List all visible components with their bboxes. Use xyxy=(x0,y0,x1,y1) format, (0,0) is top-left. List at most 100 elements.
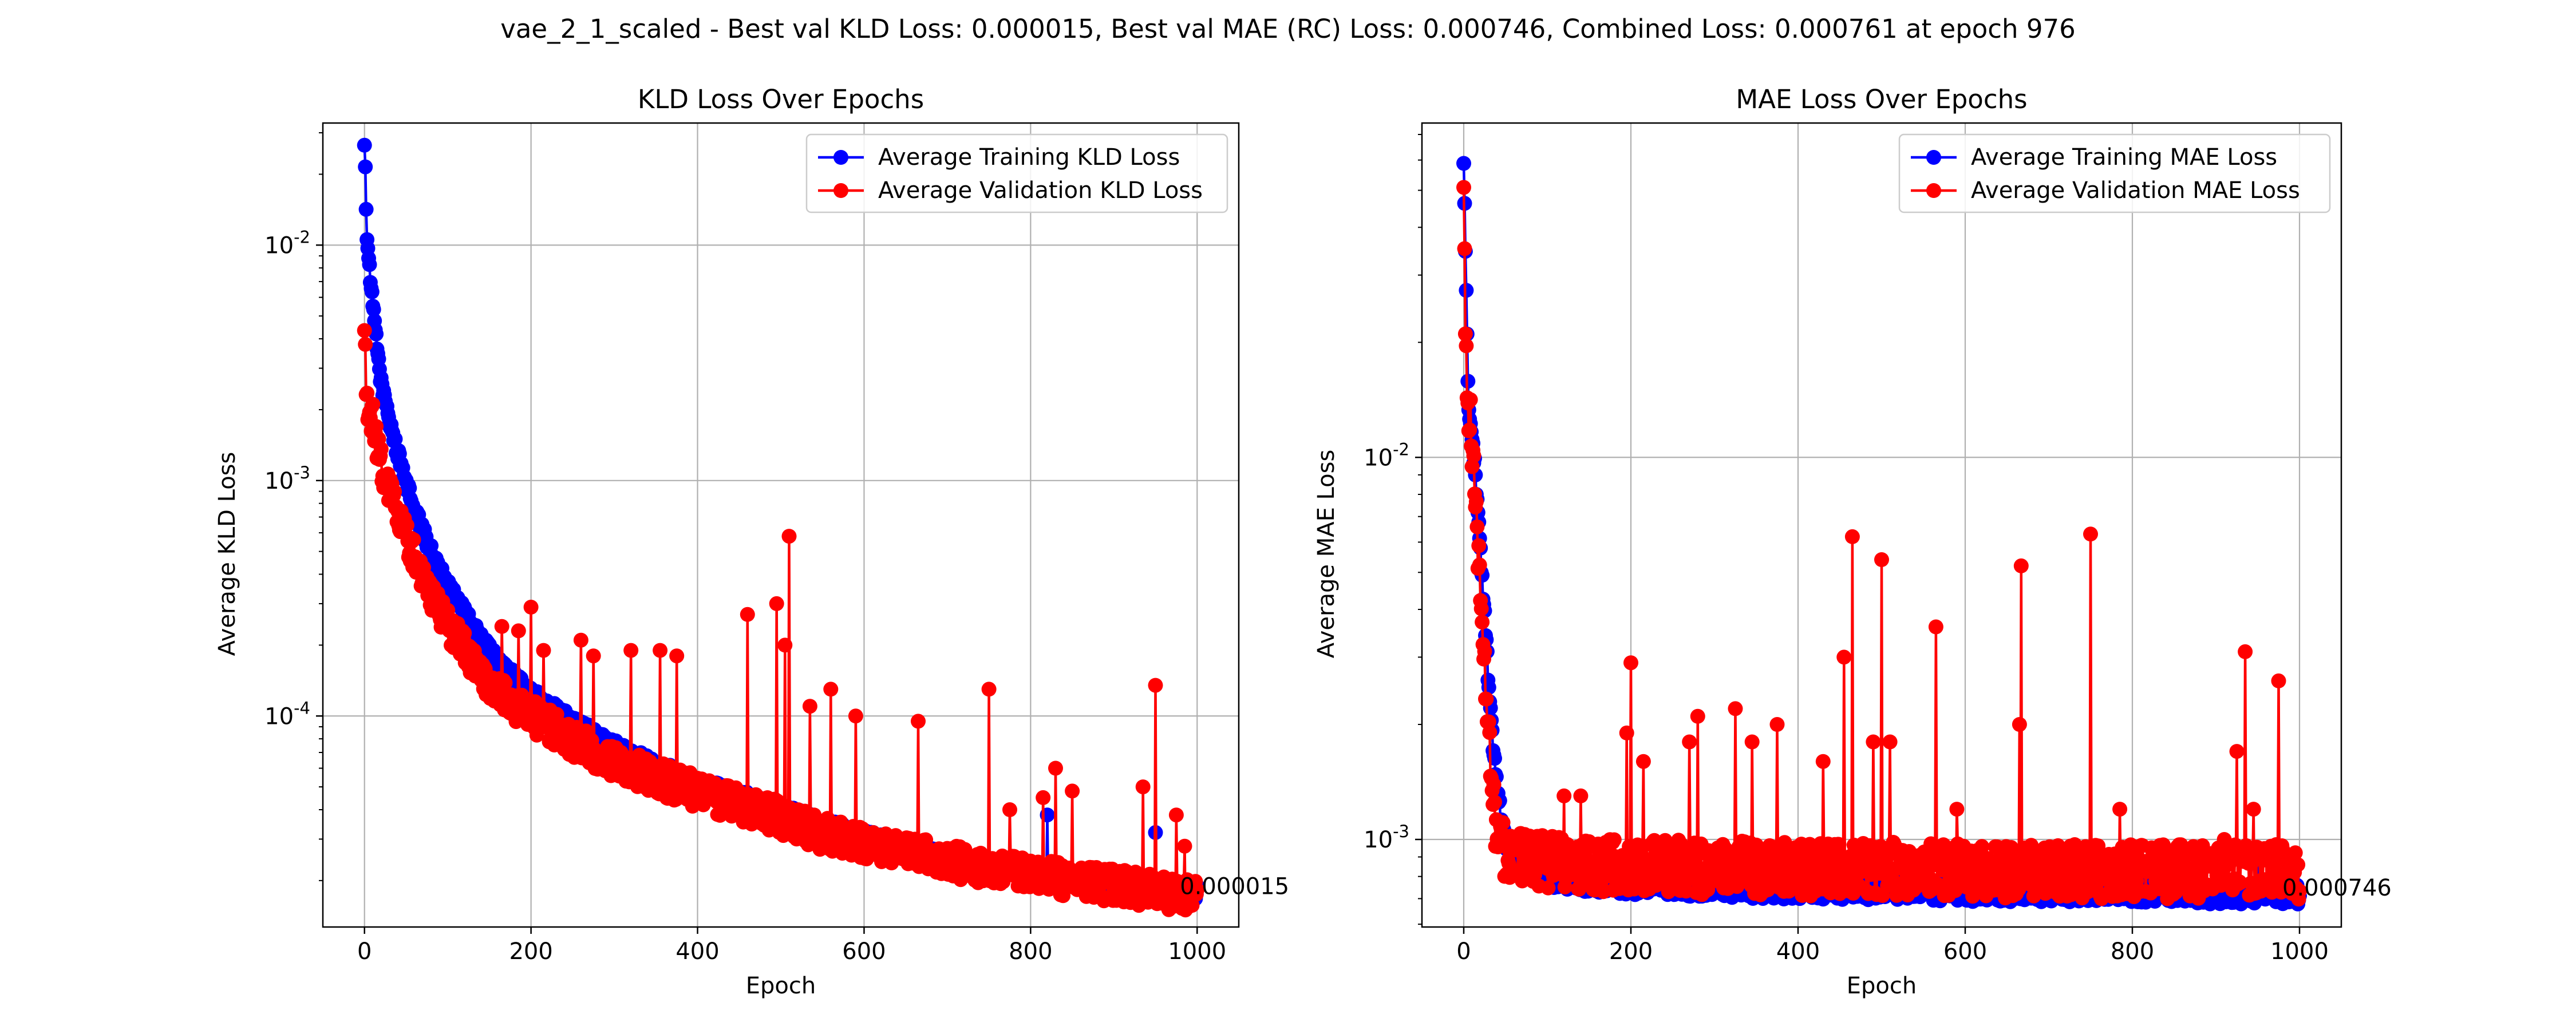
mae-chart-xlabel: Epoch xyxy=(1847,973,1917,999)
mae-legend-frame xyxy=(1898,133,2331,213)
kld-validation-series-point-815 xyxy=(1036,790,1051,805)
mae-axes-frame xyxy=(1421,122,2342,928)
mae-validation-series-point-998 xyxy=(2290,857,2306,873)
kld-legend-frame xyxy=(805,133,1228,213)
kld-training-series-point-2 xyxy=(358,201,374,217)
mae-xtick-label-3: 600 xyxy=(1943,938,1987,965)
mae-xtick-label-5: 1000 xyxy=(2270,938,2329,965)
mae-validation-series-point-101 xyxy=(1540,880,1556,896)
mae-xtick-label-4: 800 xyxy=(2111,938,2154,965)
mae-validation-series-point-975 xyxy=(2271,673,2286,688)
kld-validation-series-point-14 xyxy=(369,419,384,434)
kld-training-series-point-1 xyxy=(358,159,373,175)
kld-loss-chart: KLD Loss Over Epochs Epoch Average KLD L… xyxy=(214,84,1289,999)
kld-chart-title: KLD Loss Over Epochs xyxy=(638,84,924,114)
mae-validation-series-point-414 xyxy=(1802,837,1818,852)
kld-validation-series-point-320 xyxy=(623,643,639,658)
kld-legend-training-label: Average Training KLD Loss xyxy=(878,144,1180,171)
mae-legend: Average Training MAE Loss Average Validat… xyxy=(1898,133,2331,213)
kld-training-series-point-0 xyxy=(357,137,372,153)
kld-validation-series-point-495 xyxy=(769,596,784,611)
mae-validation-series-point-270 xyxy=(1682,734,1697,750)
kld-xtick-label-3: 600 xyxy=(842,938,886,965)
mae-validation-series-point-345 xyxy=(1744,734,1760,750)
mae-validation-series-point-465 xyxy=(1844,529,1860,544)
mae-validation-series-point-19 xyxy=(1472,557,1487,573)
kld-xtick-label-4: 800 xyxy=(1009,938,1052,965)
kld-validation-series-point-375 xyxy=(669,648,685,664)
kld-validation-series-point-185 xyxy=(511,623,526,639)
kld-validation-series-point-215 xyxy=(536,643,551,658)
kld-training-series-point-9 xyxy=(364,284,380,299)
kld-validation-series-point-590 xyxy=(848,708,863,724)
mae-validation-series-point-37 xyxy=(1487,794,1502,810)
mae-validation-series-point-195 xyxy=(1619,725,1634,740)
mae-validation-series-point-0 xyxy=(1456,180,1471,195)
mae-xtick-label-1: 200 xyxy=(1609,938,1653,965)
kld-chart-ylabel: Average KLD Loss xyxy=(214,452,240,656)
mae-validation-series-point-120 xyxy=(1556,788,1572,803)
kld-validation-series-point-10 xyxy=(365,397,381,412)
kld-validation-series-point-750 xyxy=(981,682,997,697)
mae-validation-series-point-655 xyxy=(2004,840,2019,855)
mae-training-series-point-0 xyxy=(1456,156,1471,171)
mae-validation-series-point-449 xyxy=(1831,837,1847,852)
mae-validation-series-point-510 xyxy=(1882,734,1898,750)
kld-training-series-point-37 xyxy=(388,431,403,447)
kld-axes-frame xyxy=(322,122,1240,928)
kld-validation-series-point-3 xyxy=(359,386,375,401)
kld-validation-series-point-975 xyxy=(1168,807,1184,823)
mae-validation-series-point-180 xyxy=(1606,832,1622,847)
kld-validation-series-point-1 xyxy=(358,336,373,352)
kld-xtick-label-2: 400 xyxy=(675,938,719,965)
kld-validation-series-point-355 xyxy=(653,643,668,658)
kld-validation-series-point-36 xyxy=(387,484,402,500)
mae-validation-series-point-21 xyxy=(1473,601,1489,616)
mae-validation-series-point-929 xyxy=(2233,875,2248,890)
kld-xtick-label-5: 1000 xyxy=(1168,938,1226,965)
kld-validation-series-point-231 xyxy=(549,707,564,722)
kld-validation-series-point-935 xyxy=(1135,779,1151,795)
mae-legend-validation-label: Average Validation MAE Loss xyxy=(1971,177,2300,204)
kld-validation-series-point-0 xyxy=(357,323,372,338)
mae-validation-series-point-665 xyxy=(2012,717,2027,732)
kld-chart-xlabel: Epoch xyxy=(746,973,816,999)
mae-legend-training-label: Average Training MAE Loss xyxy=(1971,144,2277,171)
mae-validation-series-point-750 xyxy=(2083,526,2098,542)
mae-validation-series-point-47 xyxy=(1495,815,1511,830)
mae-validation-series-point-22 xyxy=(1475,615,1490,630)
kld-ytick-label-2: 10-2 xyxy=(264,227,310,259)
kld-xtick-label-0: 0 xyxy=(357,938,372,965)
kld-validation-series-point-775 xyxy=(1002,802,1017,817)
kld-validation-series-point-200 xyxy=(523,600,539,615)
kld-validation-series-point-510 xyxy=(781,529,797,544)
kld-validation-series-point-260 xyxy=(573,632,588,648)
mae-validation-series-point-1000 xyxy=(2292,884,2307,899)
kld-validation-series-point-830 xyxy=(1048,760,1063,776)
kld-validation-series-point-994 xyxy=(1184,898,1200,913)
mae-validation-series-point-27 xyxy=(1479,691,1494,707)
kld-validation-series-point-59 xyxy=(406,532,421,548)
kld-ytick-label-1: 10-3 xyxy=(264,463,310,494)
mae-validation-series-point-31 xyxy=(1482,725,1498,740)
kld-validation-series-point-51 xyxy=(399,517,414,533)
mae-loss-chart: MAE Loss Over Epochs Epoch Average MAE L… xyxy=(1313,84,2392,999)
kld-validation-series-point-460 xyxy=(740,607,755,622)
mae-xtick-label-2: 400 xyxy=(1776,938,1820,965)
kld-training-series-point-11 xyxy=(366,302,381,317)
mae-validation-series-point-36 xyxy=(1486,777,1502,793)
kld-xtick-label-1: 200 xyxy=(509,938,552,965)
kld-validation-series-markers xyxy=(357,323,1205,918)
mae-validation-series-point-945 xyxy=(2246,802,2261,817)
mae-validation-series-point-30 xyxy=(1481,714,1496,730)
kld-validation-series-point-275 xyxy=(586,648,601,664)
mae-validation-series-point-500 xyxy=(1874,552,1889,567)
kld-chart-plot: 0 200 400 600 800 1000 10-4 10-3 10-2 Average Tra… xyxy=(264,122,1289,965)
kld-validation-series-point-560 xyxy=(823,682,839,697)
mae-ytick-label-1: 10-2 xyxy=(1364,439,1409,471)
kld-training-series-point-14 xyxy=(369,326,384,342)
mae-validation-series-point-490 xyxy=(1866,734,1881,750)
kld-legend-training-swatch-marker xyxy=(833,150,848,165)
mae-validation-series-point-85 xyxy=(1527,867,1543,882)
mae-validation-series-point-7 xyxy=(1462,422,1477,438)
